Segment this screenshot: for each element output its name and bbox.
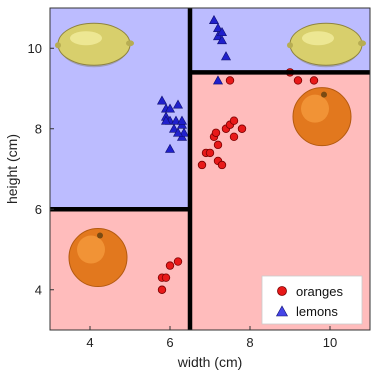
oranges-point-17 (237, 124, 247, 133)
orange-image-3 (292, 87, 352, 147)
lemons-point-7 (172, 99, 184, 109)
lemons-point-12 (164, 143, 176, 153)
orange-image-2 (68, 228, 128, 288)
oranges-point-4 (173, 257, 183, 266)
x-axis-title: width (cm) (177, 354, 243, 370)
x-tick-label: 6 (166, 335, 173, 350)
y-tick-label: 6 (35, 202, 42, 217)
lemons-point-19 (216, 27, 228, 37)
y-tick-label: 4 (35, 282, 42, 297)
lemons-point-5 (168, 123, 180, 133)
y-tick-label: 8 (35, 121, 42, 136)
lemons-point-9 (176, 115, 188, 125)
lemon-image-1 (287, 22, 366, 68)
x-tick-label: 10 (323, 335, 337, 350)
y-axis-title: height (cm) (4, 134, 20, 204)
fruit-images (55, 22, 366, 288)
oranges-point-10 (213, 140, 223, 150)
lemons-point-6 (170, 115, 182, 125)
axis-ticks: 4 6 8 10 4 6 8 10 (28, 41, 338, 350)
lemons-point-14 (160, 115, 172, 125)
decision-boundaries (50, 8, 370, 330)
oranges-point-3 (165, 261, 175, 270)
lemons-point-4 (164, 103, 176, 113)
lemons-point-15 (208, 14, 220, 24)
y-tick-label: 10 (28, 41, 42, 56)
data-points (156, 14, 319, 294)
lemons-point-18 (216, 35, 228, 45)
oranges-point-12 (217, 160, 227, 170)
oranges-point-9 (211, 128, 221, 137)
oranges-point-5 (197, 160, 207, 170)
lemons-point-0 (156, 95, 168, 105)
oranges-point-21 (309, 76, 319, 85)
legend-marker-lemons (275, 305, 289, 317)
oranges-point-0 (157, 285, 167, 294)
lemons-point-21 (212, 75, 224, 85)
lemon-image-0 (55, 22, 134, 68)
oranges-point-20 (293, 76, 303, 85)
lemons-point-11 (178, 127, 190, 137)
lemons-point-13 (172, 127, 184, 137)
lemons-point-20 (220, 51, 232, 61)
legend: oranges lemons (261, 275, 363, 325)
legend-label-lemons: lemons (296, 304, 338, 319)
oranges-point-15 (229, 116, 239, 125)
legend-marker-oranges (277, 286, 287, 296)
plot-frame (49, 7, 371, 331)
oranges-point-2 (161, 273, 171, 282)
x-tick-label: 4 (86, 335, 93, 350)
legend-label-oranges: oranges (296, 284, 343, 299)
x-tick-label: 8 (246, 335, 253, 350)
oranges-point-7 (205, 148, 215, 158)
oranges-point-16 (229, 132, 239, 141)
oranges-point-18 (225, 76, 235, 85)
